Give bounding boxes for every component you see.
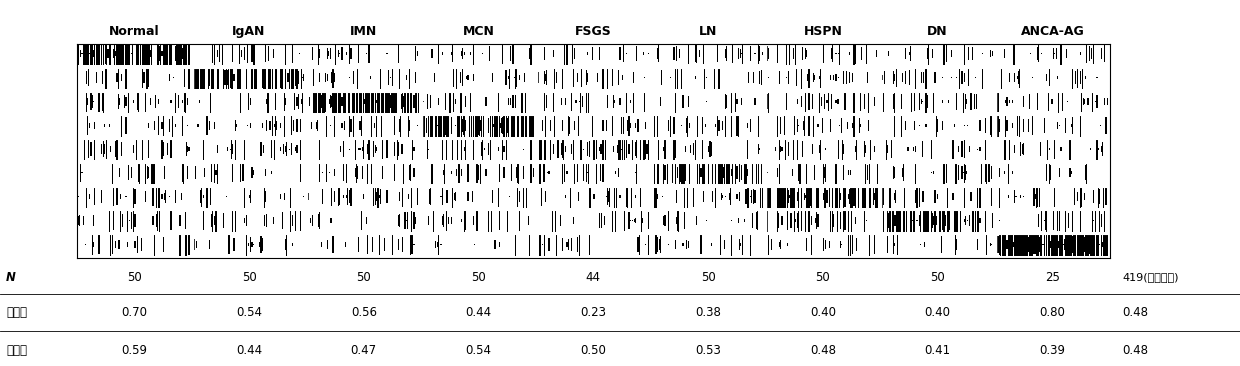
Text: 44: 44 [585,271,601,284]
Text: LN: LN [699,25,717,38]
Text: DN: DN [928,25,947,38]
Text: 0.48: 0.48 [1122,344,1148,357]
Text: FSGS: FSGS [575,25,611,38]
Text: 0.50: 0.50 [580,344,606,357]
Text: 0.38: 0.38 [696,306,720,318]
Text: ANCA-AG: ANCA-AG [1021,25,1084,38]
Text: 0.48: 0.48 [810,344,836,357]
Text: 0.47: 0.47 [351,344,377,357]
Text: 50: 50 [930,271,945,284]
Text: 0.39: 0.39 [1039,344,1065,357]
Text: 0.56: 0.56 [351,306,377,318]
Text: 0.44: 0.44 [236,344,262,357]
Text: 50: 50 [471,271,486,284]
Text: 50: 50 [816,271,831,284]
Text: N: N [6,271,16,284]
Text: IMN: IMN [350,25,377,38]
Text: 50: 50 [126,271,141,284]
Text: 0.59: 0.59 [122,344,148,357]
Text: MCN: MCN [463,25,495,38]
Text: Normal: Normal [109,25,160,38]
Text: 精确度: 精确度 [6,344,27,357]
Text: 419(总样本量): 419(总样本量) [1122,272,1179,283]
Text: IgAN: IgAN [232,25,265,38]
Text: 召回率: 召回率 [6,306,27,318]
Text: 0.41: 0.41 [925,344,951,357]
Text: 0.54: 0.54 [465,344,491,357]
Text: 0.54: 0.54 [236,306,262,318]
Text: 0.40: 0.40 [810,306,836,318]
Text: 50: 50 [356,271,371,284]
Text: 0.70: 0.70 [122,306,148,318]
Text: 50: 50 [242,271,257,284]
Text: 0.53: 0.53 [696,344,720,357]
Text: 0.48: 0.48 [1122,306,1148,318]
Text: 50: 50 [701,271,715,284]
Text: HSPN: HSPN [804,25,842,38]
Text: 0.40: 0.40 [925,306,951,318]
Text: 0.23: 0.23 [580,306,606,318]
Text: 0.44: 0.44 [465,306,491,318]
Text: 25: 25 [1045,271,1060,284]
Text: 0.80: 0.80 [1039,306,1065,318]
